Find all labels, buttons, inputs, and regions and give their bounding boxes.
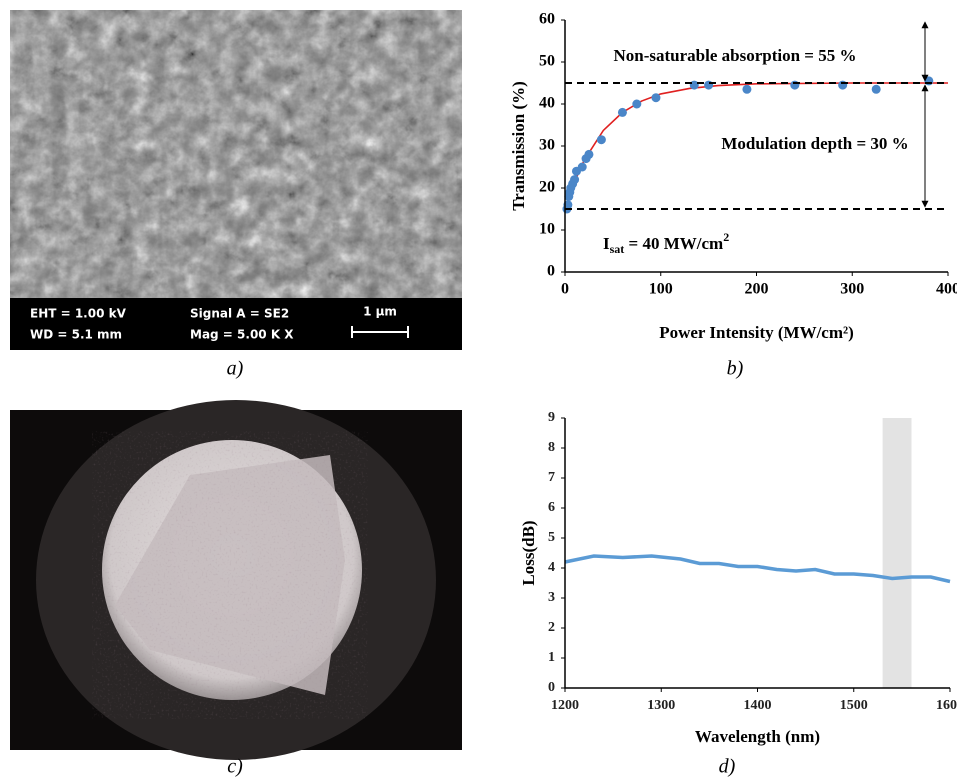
data-point [597,135,606,144]
y-tick-label: 6 [548,500,555,515]
x-axis-label: Power Intensity (MW/cm²) [659,323,854,342]
y-tick-label: 10 [539,221,555,238]
sem-label: EHT = 1.00 kV [30,307,127,321]
sem-label: Signal A = SE2 [190,307,289,321]
data-point [651,93,660,102]
y-axis-label: Transmission (%) [509,81,528,211]
x-tick-label: 1200 [551,698,579,713]
photo [10,400,462,760]
x-tick-label: 0 [561,281,569,298]
y-tick-label: 4 [548,560,555,575]
x-tick-label: 1600 [936,698,957,713]
y-tick-label: 40 [539,95,555,112]
data-point [632,100,641,109]
x-tick-label: 200 [745,281,769,298]
caption: a) [227,358,244,380]
y-tick-label: 0 [547,263,555,280]
caption: b) [727,358,744,380]
x-tick-label: 1300 [647,698,675,713]
y-tick-label: 3 [548,590,555,605]
y-tick-label: 50 [539,53,555,70]
annotation-part: sat [610,242,625,256]
annotation-part: = 40 MW/cm [624,234,723,253]
data-point [704,81,713,90]
y-axis-label: Loss(dB) [519,520,538,585]
x-tick-label: 1500 [840,698,868,713]
y-tick-label: 9 [548,410,555,425]
y-tick-label: 8 [548,440,555,455]
data-point [742,85,751,94]
data-point [578,163,587,172]
sem-label: WD = 5.1 mm [30,328,122,342]
x-tick-label: 300 [840,281,864,298]
y-tick-label: 5 [548,530,555,545]
data-point [570,175,579,184]
x-tick-label: 400 [936,281,957,298]
y-tick-label: 20 [539,179,555,196]
data-point [584,150,593,159]
annotation-part: 2 [723,230,729,244]
caption: d) [719,756,736,778]
y-tick-label: 0 [548,680,555,695]
data-point [924,76,933,85]
sem-image: EHT = 1.00 kV WD = 5.1 mm Signal A = SE2… [10,10,462,350]
x-tick-label: 1400 [744,698,772,713]
figure: EHT = 1.00 kV WD = 5.1 mm Signal A = SE2… [0,0,957,778]
data-point [790,81,799,90]
data-point [872,85,881,94]
y-tick-label: 1 [548,650,555,665]
y-tick-label: 2 [548,620,555,635]
data-point [618,108,627,117]
caption: c) [227,756,243,778]
scale-label: 1 μm [363,305,397,319]
sem-label: Mag = 5.00 K X [190,328,294,342]
y-tick-label: 30 [539,137,555,154]
data-point [838,81,847,90]
x-axis-label: Wavelength (nm) [695,727,820,746]
annotation: Modulation depth = 30 % [721,134,908,153]
annotation: Isat = 40 MW/cm2 [603,230,729,256]
shaded-region [883,418,912,688]
annotation: Non-saturable absorption = 55 % [614,46,857,65]
y-tick-label: 60 [539,11,555,28]
y-tick-label: 7 [548,470,555,485]
x-tick-label: 100 [649,281,673,298]
data-point [690,81,699,90]
